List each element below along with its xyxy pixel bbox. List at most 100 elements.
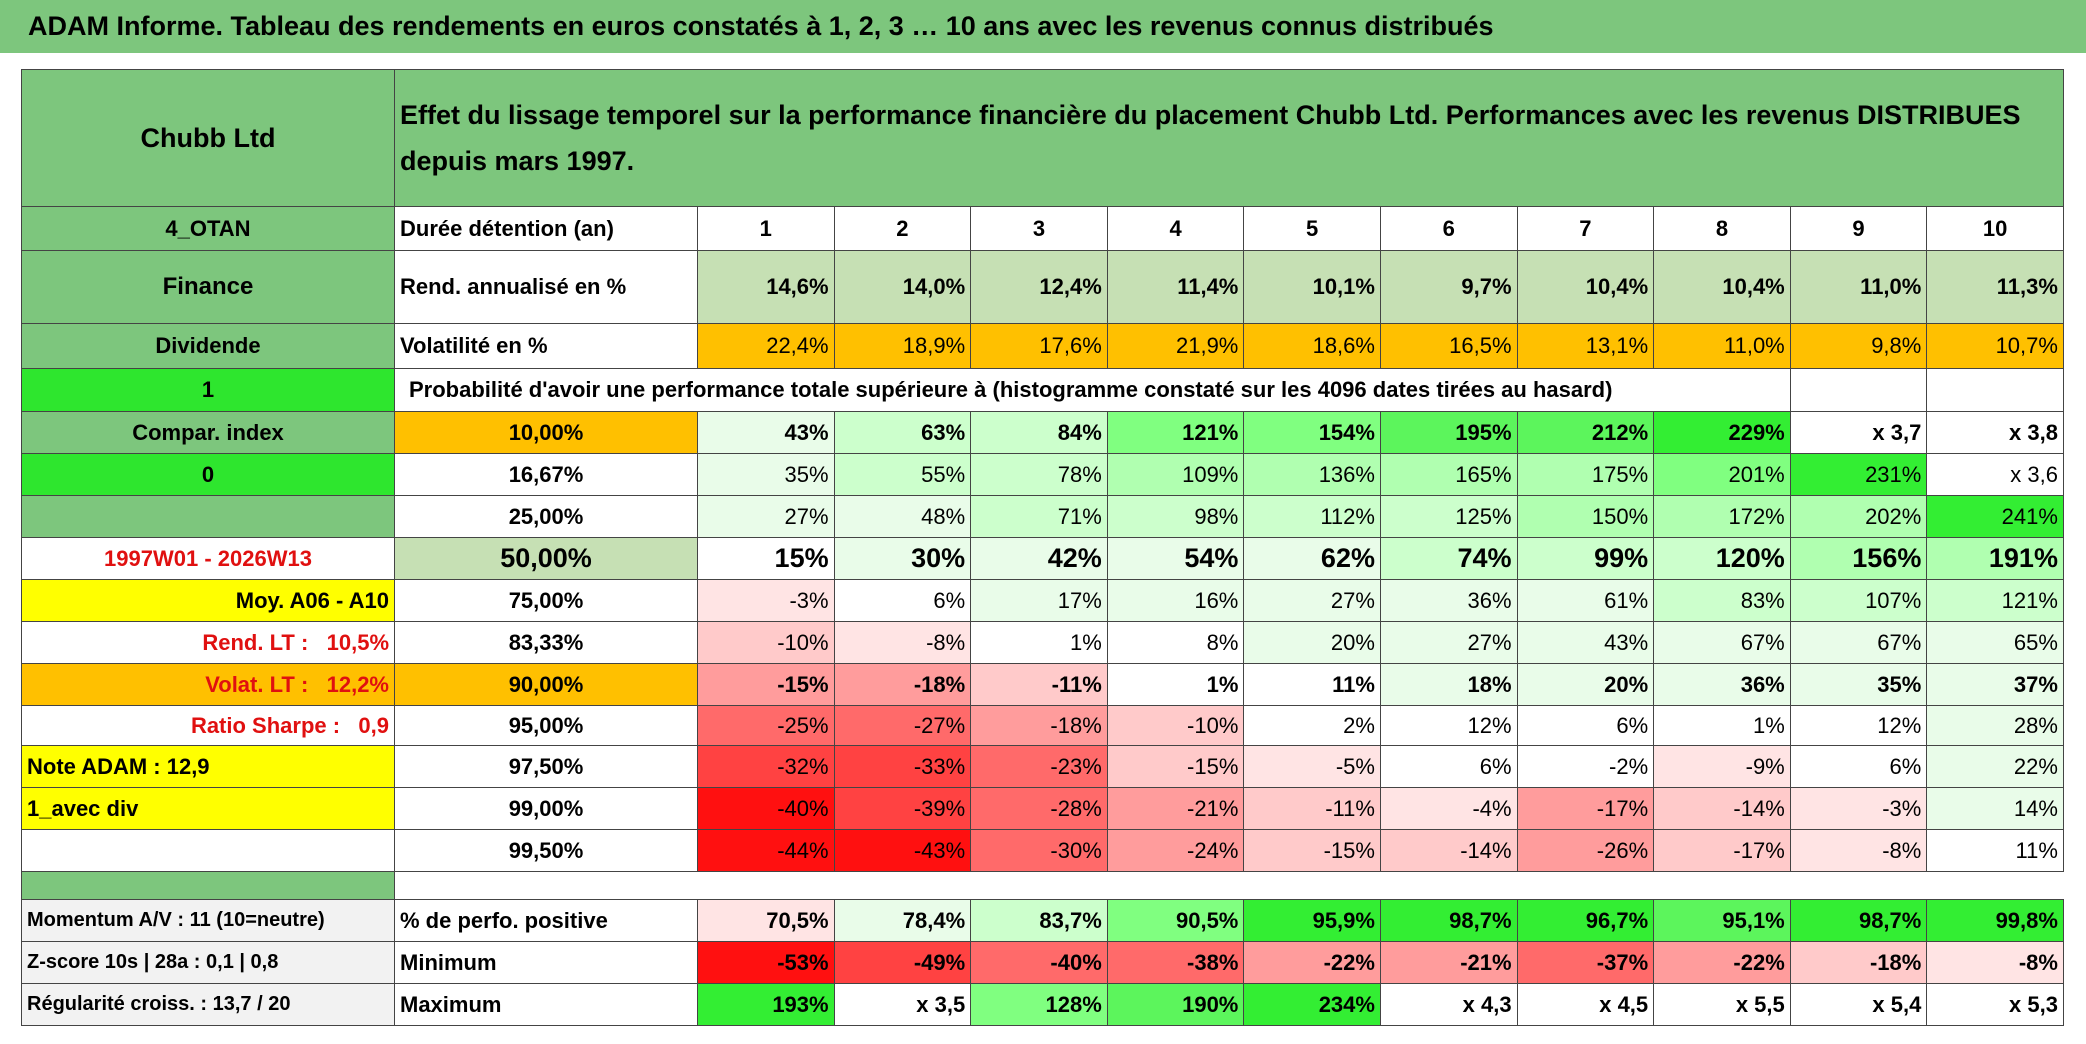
value-cell: 18% bbox=[1379, 663, 1518, 706]
value-cell: 17,6% bbox=[970, 323, 1108, 369]
value-cell: -5% bbox=[1243, 745, 1381, 788]
performance-table: Chubb Ltd Effet du lissage temporel sur … bbox=[21, 69, 2064, 1026]
value-cell: 98,7% bbox=[1789, 899, 1928, 942]
value-cell: 9 bbox=[1789, 206, 1928, 251]
value-cell: x 5,3 bbox=[1926, 983, 2064, 1026]
value-cell: 95,1% bbox=[1653, 899, 1791, 942]
value-cell: -39% bbox=[833, 787, 972, 830]
value-cell: 190% bbox=[1106, 983, 1245, 1026]
row-label: 25,00% bbox=[394, 495, 698, 538]
value-cell: -2% bbox=[1516, 745, 1655, 788]
value-cell: 35% bbox=[697, 453, 835, 496]
row-label: 75,00% bbox=[394, 579, 698, 622]
value-cell: 13,1% bbox=[1516, 323, 1655, 369]
row-side-label: Volat. LT : 12,2% bbox=[21, 663, 395, 706]
value-cell: -40% bbox=[697, 787, 835, 830]
value-cell: 120% bbox=[1653, 537, 1791, 580]
value-cell: -38% bbox=[1106, 941, 1245, 984]
row-side-label bbox=[21, 829, 395, 872]
value-cell: x 4,3 bbox=[1379, 983, 1518, 1026]
value-cell: 165% bbox=[1379, 453, 1518, 496]
row-label: 16,67% bbox=[394, 453, 698, 496]
row-label: Durée détention (an) bbox=[394, 206, 698, 251]
value-cell: 121% bbox=[1926, 579, 2064, 622]
value-cell: 22,4% bbox=[697, 323, 835, 369]
value-cell: 2% bbox=[1243, 705, 1381, 746]
value-cell: 191% bbox=[1926, 537, 2064, 580]
value-cell: -8% bbox=[1926, 941, 2064, 984]
value-cell: 70,5% bbox=[697, 899, 835, 942]
value-cell: -11% bbox=[970, 663, 1108, 706]
row-side-label: Dividende bbox=[21, 323, 395, 369]
value-cell: 3 bbox=[970, 206, 1108, 251]
value-cell: 67% bbox=[1789, 621, 1928, 664]
value-cell: 27% bbox=[1243, 579, 1381, 622]
value-cell: 11,0% bbox=[1653, 323, 1791, 369]
row-side-label: 0 bbox=[21, 453, 395, 496]
value-cell: -8% bbox=[833, 621, 972, 664]
value-cell: -18% bbox=[1789, 941, 1928, 984]
value-cell: 241% bbox=[1926, 495, 2064, 538]
value-cell: 1% bbox=[1653, 705, 1791, 746]
value-cell: x 3,7 bbox=[1789, 411, 1928, 454]
row-label: 10,00% bbox=[394, 411, 698, 454]
value-cell: 11,0% bbox=[1789, 250, 1928, 324]
value-cell: x 4,5 bbox=[1516, 983, 1655, 1026]
value-cell: 9,8% bbox=[1789, 323, 1928, 369]
value-cell: 16% bbox=[1106, 579, 1245, 622]
value-cell: -26% bbox=[1516, 829, 1655, 872]
value-cell: 109% bbox=[1106, 453, 1245, 496]
row-side-label: Rend. LT : 10,5% bbox=[21, 621, 395, 664]
value-cell: 27% bbox=[1379, 621, 1518, 664]
table-row: 1997W01 - 2026W13 50,00% 15% 30% 42% 54% 62% 74… bbox=[21, 537, 2064, 580]
value-cell: -23% bbox=[970, 745, 1108, 788]
value-cell: -11% bbox=[1243, 787, 1381, 830]
value-cell: 99% bbox=[1516, 537, 1655, 580]
value-cell: 14% bbox=[1926, 787, 2064, 830]
value-cell: -17% bbox=[1653, 829, 1791, 872]
value-cell: 10,1% bbox=[1243, 250, 1381, 324]
value-cell: -24% bbox=[1106, 829, 1245, 872]
description: Effet du lissage temporel sur la perform… bbox=[394, 69, 2064, 207]
value-cell: 10,4% bbox=[1516, 250, 1655, 324]
value-cell: 98,7% bbox=[1379, 899, 1518, 942]
table-row: Compar. index 10,00% 43% 63% 84% 121% 154% 195%… bbox=[21, 411, 2064, 454]
footer-side-label: Momentum A/V : 11 (10=neutre) bbox=[21, 899, 395, 942]
value-cell: 96,7% bbox=[1516, 899, 1655, 942]
value-cell: 62% bbox=[1243, 537, 1381, 580]
value-cell: 55% bbox=[833, 453, 972, 496]
value-cell: 121% bbox=[1106, 411, 1245, 454]
footer-side-label: Régularité croiss. : 13,7 / 20 bbox=[21, 983, 395, 1026]
value-cell: 11% bbox=[1926, 829, 2064, 872]
value-cell: 20% bbox=[1243, 621, 1381, 664]
value-cell: 16,5% bbox=[1379, 323, 1518, 369]
value-cell: -10% bbox=[1106, 705, 1245, 746]
row-label: 99,00% bbox=[394, 787, 698, 830]
footer-row: Momentum A/V : 11 (10=neutre)% de perfo.… bbox=[21, 899, 2064, 942]
value-cell: 11,3% bbox=[1926, 250, 2064, 324]
value-cell: -17% bbox=[1516, 787, 1655, 830]
value-cell: 15% bbox=[697, 537, 835, 580]
row-side-label: 1 bbox=[21, 368, 395, 412]
value-cell: 42% bbox=[970, 537, 1108, 580]
value-cell: 234% bbox=[1243, 983, 1381, 1026]
value-cell: 22% bbox=[1926, 745, 2064, 788]
table-row: 25,00% 27% 48% 71% 98% 112% 125% 150% 172% 202% 24… bbox=[21, 495, 2064, 538]
value-cell: 8% bbox=[1106, 621, 1245, 664]
footer-label: Maximum bbox=[394, 983, 698, 1026]
value-cell: 21,9% bbox=[1106, 323, 1245, 369]
value-cell: 229% bbox=[1653, 411, 1791, 454]
spacer-row bbox=[21, 871, 2064, 900]
value-cell: 61% bbox=[1516, 579, 1655, 622]
value-cell: 1 bbox=[697, 206, 835, 251]
value-cell: 67% bbox=[1653, 621, 1791, 664]
value-cell: 201% bbox=[1653, 453, 1791, 496]
table-row: 99,50% -44% -43% -30% -24% -15% -14% -26% -17% -8… bbox=[21, 829, 2064, 872]
empty-cell bbox=[1789, 368, 1928, 412]
value-cell: -21% bbox=[1106, 787, 1245, 830]
value-cell: 18,6% bbox=[1243, 323, 1381, 369]
value-cell: 78% bbox=[970, 453, 1108, 496]
value-cell: 154% bbox=[1243, 411, 1381, 454]
page-title: ADAM Informe. Tableau des rendements en … bbox=[0, 0, 2086, 53]
